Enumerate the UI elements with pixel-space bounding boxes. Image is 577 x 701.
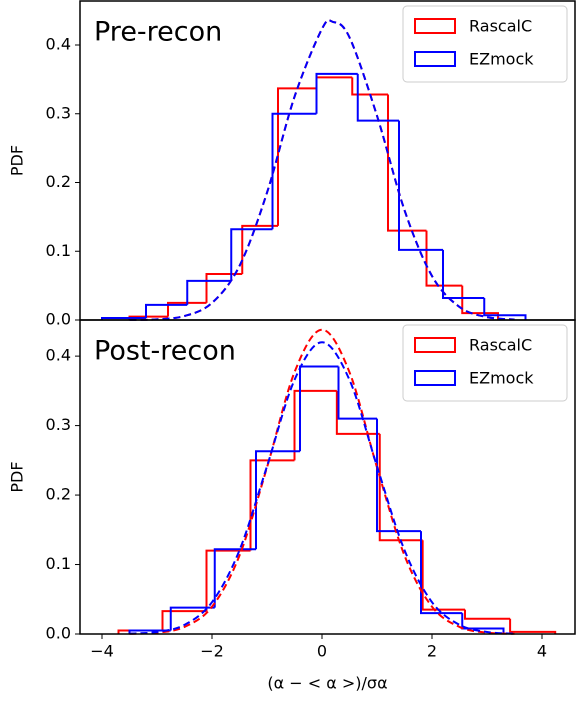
histogram-step: [293, 389, 337, 461]
histogram-step: [167, 301, 207, 317]
y-tick-label: 0.1: [46, 241, 71, 260]
histogram-step: [249, 459, 295, 551]
histogram-step: [169, 606, 215, 631]
histogram-step: [387, 94, 427, 232]
axes-frame: [79, 319, 576, 635]
histogram-step: [483, 298, 527, 320]
histogram-step: [461, 613, 505, 634]
x-tick-label: −4: [90, 642, 114, 661]
histogram-step: [461, 285, 499, 320]
y-tick-label: 0.2: [46, 485, 71, 504]
histogram-step: [464, 609, 511, 620]
y-tick-label: 0.2: [46, 172, 71, 191]
x-tick-label: −2: [200, 642, 224, 661]
legend-swatch: [414, 51, 456, 67]
legend-label: RascalC: [469, 17, 532, 36]
histogram-step: [186, 279, 232, 305]
histogram-step: [442, 249, 485, 299]
histogram-step: [213, 548, 256, 608]
y-tick-label: 0.3: [46, 103, 71, 122]
fit-curve: [129, 341, 515, 635]
histogram-step: [241, 224, 278, 274]
histogram-step: [421, 540, 465, 611]
x-axis-label: (α − < α >)/σα: [267, 674, 387, 693]
histogram-step: [277, 87, 317, 226]
panel-annotation: Pre-recon: [94, 17, 222, 48]
histogram-step: [255, 450, 300, 550]
histogram-step: [315, 76, 353, 89]
y-tick-label: 0.0: [46, 310, 71, 329]
y-tick-label: 0.4: [46, 346, 71, 365]
histogram-step: [299, 365, 339, 452]
x-tick-label: 4: [537, 642, 547, 661]
histogram-step: [271, 112, 317, 230]
histogram-step: [378, 433, 423, 542]
legend-label: EZmock: [469, 369, 534, 388]
legend-swatch: [414, 18, 456, 34]
histogram-step: [145, 303, 188, 318]
legend-swatch: [414, 337, 456, 353]
histogram-step: [376, 418, 421, 533]
panel: 0.0 0.1 0.2 0.3 0.4 −4 −2 0 2 4 PDF (α − < α >)/σα P…: [8, 319, 576, 693]
legend-swatch: [414, 370, 456, 386]
y-axis-label: PDF: [8, 145, 27, 176]
histogram-step: [420, 531, 463, 615]
y-tick-label: 0.0: [46, 624, 71, 643]
histogram-step: [205, 549, 251, 612]
legend-box: [402, 324, 568, 402]
histogram-step: [356, 73, 399, 122]
x-tick-label: 0: [317, 642, 327, 661]
legend-label: RascalC: [469, 336, 532, 355]
panel-annotation: Post-recon: [94, 336, 236, 367]
legend-label: EZmock: [469, 50, 534, 69]
histogram-step: [398, 120, 443, 251]
y-axis-label: PDF: [8, 461, 27, 492]
histogram-step: [337, 366, 377, 420]
y-tick-label: 0.3: [46, 415, 71, 434]
histogram-step: [335, 390, 380, 435]
x-tick-label: 2: [427, 642, 437, 661]
y-tick-label: 0.1: [46, 554, 71, 573]
histogram-step: [351, 77, 388, 96]
fit-curve: [129, 328, 515, 635]
legend-box: [402, 5, 568, 83]
histogram-step: [509, 618, 557, 634]
histogram-step: [230, 228, 273, 281]
y-tick-label: 0.4: [46, 35, 71, 54]
histogram-step: [315, 72, 358, 114]
panel: 0.0 0.1 0.2 0.3 0.4 PDF Pre-recon RascalC EZmock: [8, 0, 576, 329]
histogram-step: [161, 610, 207, 631]
